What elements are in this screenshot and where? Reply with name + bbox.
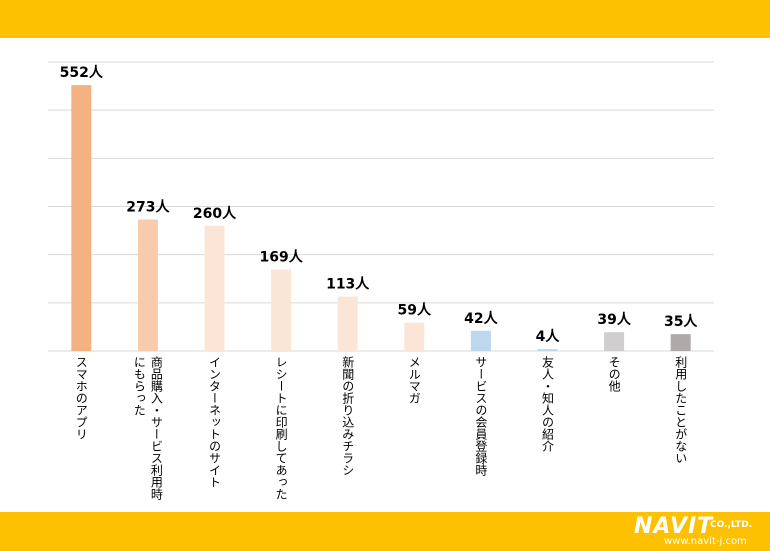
category-label-line: 商品購入・サービス利用時 — [149, 355, 163, 500]
category-label-line: スマホのアプリ — [74, 356, 88, 440]
bar-chart: 552人 273人 260人 169人 113人 59人 42人 4人 39人 35人 スマホのア… — [48, 61, 714, 500]
category-label: サービスの会員登録時 — [474, 356, 488, 476]
category-label: その他 — [607, 356, 621, 392]
bar — [537, 349, 558, 351]
category-label: 利用したことがない — [674, 356, 688, 464]
category-label: スマホのアプリ — [74, 356, 88, 440]
logo-url: www.navit-j.com — [664, 536, 747, 547]
category-label: 友人・知人の紹介 — [541, 356, 555, 452]
bar — [137, 219, 158, 351]
value-label: 273人 — [126, 199, 170, 216]
value-label: 4人 — [536, 328, 561, 345]
category-label: レシートに印刷してあった — [274, 356, 288, 500]
category-label-line: にもらった — [132, 356, 146, 416]
category-label-line: 新聞の折り込みチラシ — [341, 355, 355, 476]
category-label: インターネットのサイト — [208, 356, 222, 488]
value-label: 113人 — [326, 276, 370, 293]
bar — [404, 322, 425, 351]
value-label: 169人 — [259, 249, 303, 266]
category-label-line: 利用したことがない — [674, 356, 688, 464]
category-label: 新聞の折り込みチラシ — [341, 355, 355, 476]
top-banner — [0, 0, 770, 38]
category-label-line: インターネットのサイト — [208, 356, 222, 488]
value-label: 35人 — [664, 313, 698, 330]
value-labels: 552人 273人 260人 169人 113人 59人 42人 4人 39人 35人 — [60, 64, 699, 345]
value-label: 42人 — [464, 310, 498, 327]
value-label: 552人 — [60, 64, 104, 81]
logo-wordmark: NAVIT — [634, 514, 714, 539]
bar — [670, 334, 691, 351]
bar — [337, 296, 358, 351]
bar — [604, 332, 625, 351]
value-label: 59人 — [398, 302, 432, 319]
value-label: 260人 — [193, 205, 237, 222]
bar — [71, 85, 92, 352]
company-logo: NAVIT CO.,LTD. www.navit-j.com — [634, 514, 762, 548]
bar — [271, 269, 292, 351]
bar — [204, 225, 225, 351]
bar — [470, 330, 491, 351]
category-label-line: サービスの会員登録時 — [474, 356, 488, 476]
category-label: メルマガ — [407, 356, 421, 404]
category-label-line: 友人・知人の紹介 — [541, 356, 555, 452]
logo-suffix: CO.,LTD. — [710, 520, 753, 530]
value-label: 39人 — [597, 311, 631, 328]
category-label-line: メルマガ — [407, 356, 421, 404]
bars — [71, 85, 691, 352]
gridlines — [48, 61, 714, 304]
category-label-line: その他 — [607, 356, 621, 392]
category-label-line: レシートに印刷してあった — [274, 356, 288, 500]
bottom-banner — [0, 512, 770, 551]
